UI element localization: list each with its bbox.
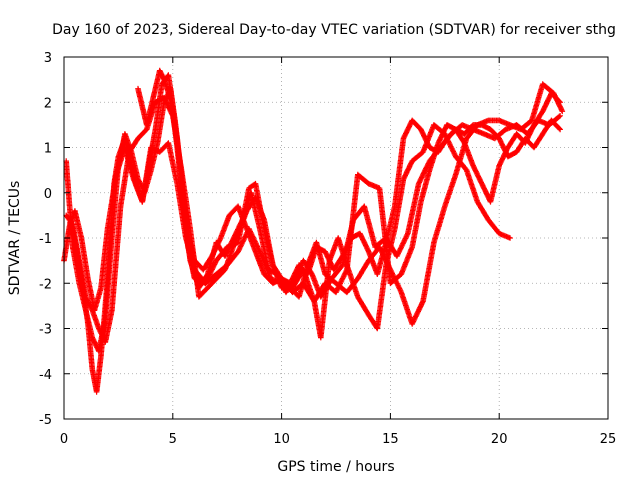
chart-title: Day 160 of 2023, Sidereal Day-to-day VTE… — [52, 22, 616, 38]
data-layer — [61, 67, 566, 395]
data-point — [91, 339, 98, 346]
data-point — [507, 235, 513, 241]
series-track-A — [61, 72, 513, 395]
